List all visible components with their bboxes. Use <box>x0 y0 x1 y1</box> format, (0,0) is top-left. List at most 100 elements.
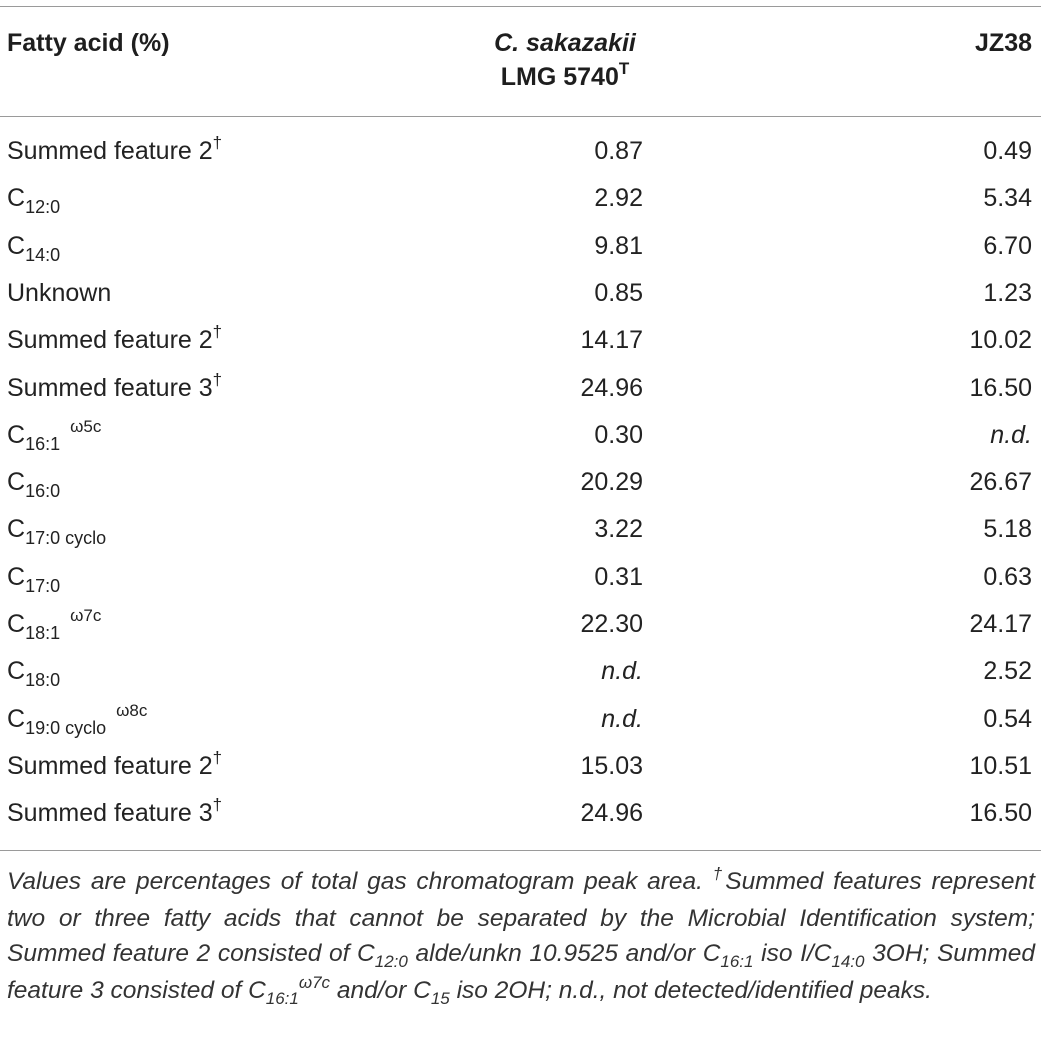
value-jz38: 0.49 <box>983 137 1032 165</box>
footnote-sub-4: 16:1 <box>265 989 299 1008</box>
value-jz38: 10.51 <box>969 751 1032 780</box>
fatty-acid-label: Unknown <box>7 278 112 307</box>
fatty-acid-subscript: 17:0 <box>25 575 61 596</box>
fatty-acid-name: Summed feature 3† <box>7 790 222 839</box>
value-jz38: 6.70 <box>983 231 1032 260</box>
fatty-acid-name: Unknown <box>7 270 111 319</box>
fatty-acid-name: C19:0 cyclo ω8c <box>7 696 147 745</box>
fatty-acid-label: C <box>7 184 26 213</box>
header-rule <box>0 116 1041 117</box>
fatty-acid-subscript: 18:1 <box>25 623 61 643</box>
footnote-text-4: iso I/C <box>753 940 832 967</box>
fatty-acid-subscript: 14:0 <box>25 244 61 265</box>
fatty-acid-label: Summed feature 3 <box>7 799 213 828</box>
fatty-acid-label: C <box>7 420 26 449</box>
table-row: C16:0 20.29 26.67 <box>0 459 1041 506</box>
value-c-sakazakii: 2.92 <box>594 184 643 213</box>
value-c-sakazakii: 24.96 <box>580 799 643 828</box>
value-jz38: 5.34 <box>983 184 1032 213</box>
table-row: Unknown 0.85 1.23 <box>0 270 1041 317</box>
table-footnote: Values are percentages of total gas chro… <box>7 864 1035 1010</box>
footnote-dagger: † <box>712 864 726 883</box>
table-row: C19:0 cyclo ω8c n.d. 0.54 <box>0 696 1041 743</box>
value-jz38: n.d. <box>990 420 1032 449</box>
table-row: C17:0 cyclo 3.22 5.18 <box>0 506 1041 553</box>
fatty-acid-label: C <box>7 468 26 497</box>
table-row: C17:0 0.31 0.63 <box>0 554 1041 601</box>
fatty-acid-label: C <box>7 610 26 638</box>
header-strain: LMG 5740T <box>440 59 690 97</box>
table-row: Summed feature 2† 15.03 10.51 <box>0 743 1041 790</box>
header-c-sakazakii: C. sakazakii LMG 5740T <box>440 26 690 97</box>
fatty-acid-subscript: 12:0 <box>25 197 61 218</box>
footnote-sup-1: ω7c <box>298 973 331 992</box>
fatty-acid-superscript: ω5c <box>70 416 102 436</box>
fatty-acid-label: Summed feature 2 <box>7 137 213 165</box>
fatty-acid-superscript: ω7c <box>70 606 102 625</box>
table-row: Summed feature 3† 24.96 16.50 <box>0 365 1041 412</box>
value-c-sakazakii: 9.81 <box>594 231 643 260</box>
value-jz38: 16.50 <box>969 373 1032 402</box>
value-jz38: 5.18 <box>983 515 1032 544</box>
fatty-acid-superscript: † <box>212 747 223 767</box>
table-row: C18:1 ω7c 22.30 24.17 <box>0 601 1041 648</box>
footnote-text-2: Summed features represent two or three f… <box>7 868 1035 967</box>
fatty-acid-name: Summed feature 2† <box>7 128 222 177</box>
fatty-acid-subscript: 17:0 cyclo <box>25 528 107 549</box>
value-c-sakazakii: n.d. <box>601 704 643 733</box>
fatty-acid-label: Summed feature 2 <box>7 751 213 780</box>
fatty-acid-name: Summed feature 2† <box>7 743 222 792</box>
fatty-acid-superscript: † <box>212 369 223 389</box>
fatty-acid-subscript: 16:1 <box>25 433 61 454</box>
fatty-acid-label: C <box>7 657 26 686</box>
fatty-acid-name: Summed feature 3† <box>7 365 222 414</box>
fatty-acid-label: C <box>7 515 26 544</box>
header-jz38: JZ38 <box>975 29 1032 57</box>
value-c-sakazakii: 15.03 <box>580 751 643 780</box>
value-c-sakazakii: 0.30 <box>594 420 643 449</box>
footnote-text-6: and/or C <box>330 977 431 1004</box>
table-row: Summed feature 2† 14.17 10.02 <box>0 317 1041 364</box>
fatty-acid-superscript: † <box>212 795 223 815</box>
fatty-acid-label: Summed feature 3 <box>7 373 213 402</box>
value-c-sakazakii: 0.31 <box>594 562 643 591</box>
fatty-acid-name: C17:0 cyclo <box>7 506 106 555</box>
footnote-sub-3: 14:0 <box>831 952 865 971</box>
value-c-sakazakii: 24.96 <box>580 373 643 402</box>
fatty-acid-label: Summed feature 2 <box>7 326 213 355</box>
bottom-rule <box>0 850 1041 851</box>
value-jz38: 1.23 <box>983 278 1032 307</box>
footnote-text-1: Values are percentages of total gas chro… <box>7 868 713 895</box>
value-c-sakazakii: 3.22 <box>594 515 643 544</box>
fatty-acid-subscript: 19:0 cyclo <box>25 717 107 738</box>
value-c-sakazakii: 20.29 <box>580 468 643 497</box>
value-c-sakazakii: 0.85 <box>594 278 643 307</box>
fatty-acid-superscript: ω8c <box>116 700 148 720</box>
table-row: C18:0 n.d. 2.52 <box>0 648 1041 695</box>
table-row: C12:0 2.92 5.34 <box>0 175 1041 222</box>
footnote-sub-5: 15 <box>430 989 450 1008</box>
table-row: Summed feature 3† 24.96 16.50 <box>0 790 1041 837</box>
footnote-sub-1: 12:0 <box>374 952 408 971</box>
value-c-sakazakii: 0.87 <box>594 137 643 165</box>
value-jz38: 0.54 <box>983 704 1032 733</box>
value-c-sakazakii: n.d. <box>601 657 643 686</box>
value-jz38: 26.67 <box>969 468 1032 497</box>
fatty-acid-name: C18:0 <box>7 648 60 697</box>
footnote-text-3: alde/unkn 10.9525 and/or C <box>407 940 721 967</box>
value-jz38: 0.63 <box>983 562 1032 591</box>
header-type-strain-sup: T <box>618 59 630 78</box>
fatty-acid-superscript: † <box>212 322 223 342</box>
value-c-sakazakii: 22.30 <box>580 610 643 638</box>
fatty-acid-label: C <box>7 704 26 733</box>
footnote-text-7: iso 2OH; n.d., not detected/identified p… <box>449 977 932 1004</box>
value-jz38: 16.50 <box>969 799 1032 828</box>
fatty-acid-label: C <box>7 231 26 260</box>
value-jz38: 24.17 <box>969 610 1032 638</box>
fatty-acid-name: C14:0 <box>7 223 60 272</box>
footnote-text-5: 3OH; Summed feature 3 consisted of C <box>7 940 1035 1004</box>
fatty-acid-name: C17:0 <box>7 554 60 603</box>
header-fatty-acid: Fatty acid (%) <box>7 29 170 57</box>
footnote-sub-2: 16:1 <box>720 952 754 971</box>
fatty-acid-subscript: 16:0 <box>25 481 61 502</box>
